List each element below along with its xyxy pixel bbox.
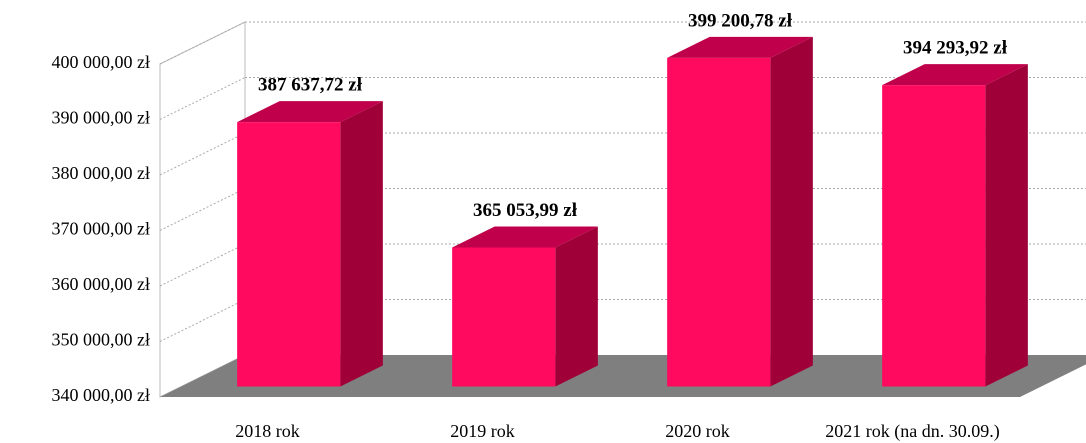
bar-front <box>667 57 771 387</box>
bar <box>667 36 813 387</box>
y-tick-label: 370 000,00 zł <box>52 219 151 239</box>
x-tick-label: 2018 rok <box>235 421 300 441</box>
bar-front <box>237 122 341 387</box>
y-tick-label: 400 000,00 zł <box>52 52 151 72</box>
bar-top <box>882 64 1028 86</box>
value-label: 365 053,99 zł <box>473 200 578 221</box>
bar-front <box>452 247 556 387</box>
bar-side <box>770 36 813 387</box>
bar-side <box>985 64 1028 387</box>
y-tick-label: 360 000,00 zł <box>52 274 151 294</box>
bar-side <box>340 101 383 387</box>
y-tick-label: 340 000,00 zł <box>52 385 151 405</box>
value-label: 394 293,92 zł <box>903 38 1008 59</box>
y-tick-label: 350 000,00 zł <box>52 330 151 350</box>
x-tick-label: 2019 rok <box>450 421 515 441</box>
floor <box>160 355 1086 397</box>
side-wall <box>159 21 246 398</box>
value-label: 399 200,78 zł <box>688 10 793 31</box>
x-tick-label: 2020 rok <box>665 421 730 441</box>
bar-top <box>667 36 813 58</box>
x-tick-label: 2021 rok (na dn. 30.09.) <box>825 421 999 442</box>
bar-top <box>237 101 383 123</box>
bar <box>237 101 383 387</box>
bar-front <box>882 85 986 387</box>
value-label: 387 637,72 zł <box>258 74 363 95</box>
bar <box>882 64 1028 387</box>
y-tick-label: 390 000,00 zł <box>52 108 151 128</box>
bar-side <box>555 226 598 387</box>
bar <box>452 226 598 387</box>
bar-top <box>452 226 598 248</box>
y-tick-label: 380 000,00 zł <box>52 163 151 183</box>
